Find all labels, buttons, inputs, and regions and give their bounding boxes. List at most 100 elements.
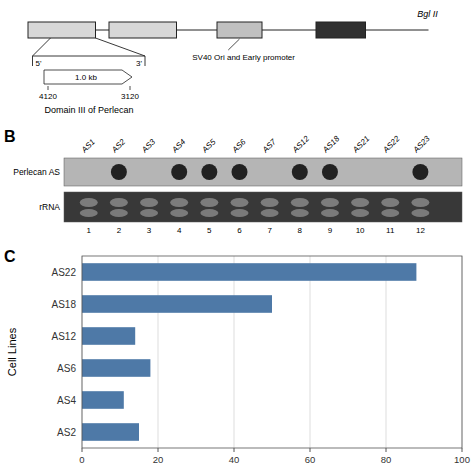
lane-name: AS2 bbox=[109, 137, 127, 155]
rrna-band bbox=[261, 198, 279, 207]
annotation-line bbox=[228, 39, 239, 50]
row-label: Perlecan AS bbox=[13, 167, 60, 177]
bar bbox=[82, 391, 124, 409]
rrna-band bbox=[110, 209, 128, 217]
position-label: 4120 bbox=[39, 92, 57, 101]
lane-number: 11 bbox=[386, 226, 395, 235]
rrna-band bbox=[411, 198, 429, 207]
category-label: AS12 bbox=[52, 331, 77, 342]
rrna-band bbox=[200, 198, 218, 207]
rrna-band bbox=[411, 209, 429, 217]
lane-number: 9 bbox=[328, 226, 333, 235]
expansion-line bbox=[96, 38, 146, 56]
rrna-band bbox=[321, 209, 339, 217]
rrna-band bbox=[170, 209, 188, 217]
rrna-band bbox=[231, 209, 249, 217]
band bbox=[232, 164, 248, 180]
lane-name: AS4 bbox=[170, 137, 188, 155]
lane-name: AS6 bbox=[230, 137, 248, 155]
lane-number: 7 bbox=[267, 226, 272, 235]
construct-box bbox=[316, 22, 366, 38]
gel-strip bbox=[64, 192, 462, 222]
band bbox=[322, 164, 338, 180]
bars bbox=[82, 263, 416, 441]
connector-line bbox=[366, 30, 429, 31]
rrna-band bbox=[351, 198, 369, 207]
rrna-band bbox=[381, 209, 399, 217]
rrna-band bbox=[381, 198, 399, 207]
rrna-band bbox=[80, 198, 98, 207]
blot-panel: BAS1AS2AS3AS4AS5AS6AS7AS12AS18AS21AS22AS… bbox=[4, 128, 462, 235]
construct-box bbox=[217, 22, 262, 38]
tick-label: 100 bbox=[454, 454, 470, 465]
bar bbox=[82, 423, 139, 441]
position-tick bbox=[130, 86, 131, 90]
grid-line bbox=[234, 256, 235, 448]
lane-number: 1 bbox=[87, 226, 92, 235]
expansion-line bbox=[32, 56, 33, 66]
band bbox=[171, 164, 187, 180]
connector-line bbox=[96, 30, 110, 31]
position-tick bbox=[48, 86, 49, 90]
rrna-band bbox=[291, 198, 309, 207]
tick-label: 0 bbox=[79, 454, 84, 465]
row-label: rRNA bbox=[39, 202, 60, 212]
tick-label: 60 bbox=[305, 454, 316, 465]
lane-number: 3 bbox=[147, 226, 152, 235]
lane-number: 4 bbox=[177, 226, 182, 235]
band bbox=[412, 164, 428, 180]
expansion-line bbox=[33, 38, 51, 56]
lane-name: AS22 bbox=[381, 134, 402, 155]
grid-line bbox=[386, 256, 387, 448]
category-label: AS6 bbox=[57, 363, 76, 374]
category-label: AS22 bbox=[52, 267, 77, 278]
lane-name: AS21 bbox=[350, 134, 371, 155]
lane-number: 12 bbox=[416, 226, 425, 235]
lane-name: AS5 bbox=[200, 137, 218, 155]
panel-label: B bbox=[4, 128, 16, 145]
plot-frame bbox=[82, 256, 462, 448]
site-label: Bgl II bbox=[417, 9, 438, 19]
expansion-line bbox=[33, 56, 146, 57]
lane-name: AS23 bbox=[411, 134, 432, 155]
promoter-label: SV40 Ori and Early promoter bbox=[192, 53, 295, 62]
category-label: AS2 bbox=[57, 427, 76, 438]
grid-line bbox=[310, 256, 311, 448]
lane-number: 8 bbox=[298, 226, 303, 235]
category-label: AS4 bbox=[57, 395, 76, 406]
gel-strip bbox=[64, 158, 462, 186]
panel-label: C bbox=[4, 248, 16, 265]
rrna-band bbox=[140, 198, 158, 207]
connector-line bbox=[262, 30, 316, 31]
expansion-line bbox=[145, 56, 146, 66]
band bbox=[201, 164, 217, 180]
band bbox=[292, 164, 308, 180]
rrna-band bbox=[110, 198, 128, 207]
rrna-band bbox=[321, 198, 339, 207]
lane-name: AS1 bbox=[79, 137, 97, 155]
rrna-band bbox=[80, 209, 98, 217]
tick-mark bbox=[462, 448, 463, 452]
rrna-band bbox=[170, 198, 188, 207]
insert-arrow bbox=[44, 70, 132, 84]
figure: 5'3'1.0 kb41203120Domain III of Perlecan… bbox=[0, 0, 474, 474]
bar bbox=[82, 327, 135, 345]
tick-mark bbox=[310, 448, 311, 452]
rrna-band bbox=[231, 198, 249, 207]
end-label: 5' bbox=[36, 59, 42, 68]
bar bbox=[82, 263, 416, 281]
band bbox=[111, 164, 127, 180]
rrna-band bbox=[291, 209, 309, 217]
bar bbox=[82, 359, 150, 377]
axis-label: Cell Lines bbox=[6, 327, 18, 376]
tick-label: 40 bbox=[229, 454, 240, 465]
connector-line bbox=[177, 30, 218, 31]
tick-label: 80 bbox=[381, 454, 392, 465]
end-label: 3' bbox=[136, 59, 142, 68]
schematic-panel: 5'3'1.0 kb41203120Domain III of Perlecan… bbox=[28, 9, 438, 115]
tick-mark bbox=[234, 448, 235, 452]
lane-number: 6 bbox=[237, 226, 242, 235]
position-label: 3120 bbox=[121, 92, 139, 101]
lane-name: AS7 bbox=[260, 137, 278, 155]
lane-name: AS18 bbox=[320, 134, 341, 155]
